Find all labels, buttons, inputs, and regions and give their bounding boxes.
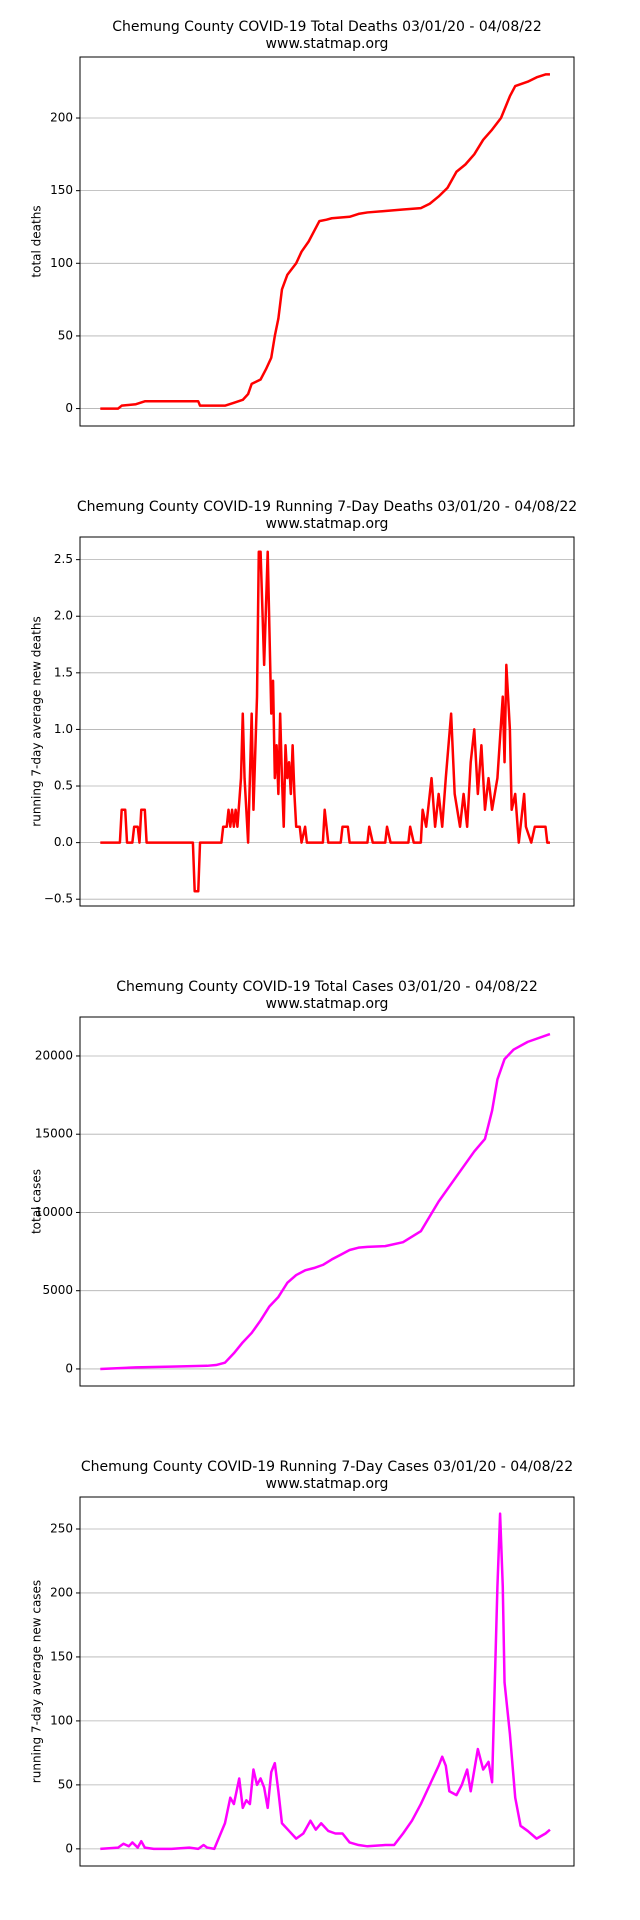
y-tick-label: 200 [50, 1585, 73, 1599]
y-tick-label: 0 [65, 1841, 73, 1855]
y-tick-label: 0.5 [54, 779, 73, 793]
y-tick-label: 50 [58, 1777, 73, 1791]
chart-panel: Chemung County COVID-19 Total Cases 03/0… [30, 979, 575, 1387]
chart-title: Chemung County COVID-19 Total Deaths 03/… [112, 19, 542, 35]
data-line [100, 73, 550, 410]
y-tick-label: 150 [50, 1649, 73, 1663]
y-tick-label: 150 [50, 183, 73, 197]
chart-subtitle: www.statmap.org [266, 1476, 389, 1492]
chart-title: Chemung County COVID-19 Total Cases 03/0… [116, 979, 538, 995]
y-axis-label: total deaths [30, 205, 44, 277]
y-tick-label: 100 [50, 256, 73, 270]
y-tick-label: 10000 [35, 1205, 73, 1219]
chart-panel: Chemung County COVID-19 Running 7-Day Ca… [30, 1459, 575, 1867]
y-tick-label: 0 [65, 1361, 73, 1375]
chart-panel: Chemung County COVID-19 Total Deaths 03/… [30, 19, 575, 427]
y-tick-label: 1.5 [54, 665, 73, 679]
y-tick-label: 250 [50, 1521, 73, 1535]
y-axis-label: running 7-day average new deaths [30, 616, 44, 826]
y-tick-label: 100 [50, 1713, 73, 1727]
y-tick-label: 1.0 [54, 722, 73, 736]
chart-subtitle: www.statmap.org [266, 36, 389, 52]
plot-frame [79, 536, 575, 907]
chart-subtitle: www.statmap.org [266, 516, 389, 532]
plot-frame [79, 1016, 575, 1387]
chart-panel: Chemung County COVID-19 Running 7-Day De… [30, 499, 577, 907]
y-tick-label: 5000 [42, 1283, 73, 1297]
data-line [100, 1512, 551, 1851]
y-tick-label: 20000 [35, 1048, 73, 1062]
y-tick-label: 15000 [35, 1127, 73, 1141]
y-axis-label: total cases [30, 1169, 44, 1234]
y-tick-label: 50 [58, 328, 73, 342]
chart-title: Chemung County COVID-19 Running 7-Day De… [77, 499, 577, 515]
data-line [100, 550, 550, 893]
y-tick-label: 2.5 [54, 552, 73, 566]
chart-subtitle: www.statmap.org [266, 996, 389, 1012]
data-line [100, 1032, 551, 1371]
chart-title: Chemung County COVID-19 Running 7-Day Ca… [81, 1459, 573, 1475]
y-tick-label: 0 [65, 401, 73, 415]
plot-frame [79, 56, 575, 427]
plot-frame [79, 1496, 575, 1867]
y-axis-label: running 7-day average new cases [30, 1580, 44, 1783]
y-tick-label: 200 [50, 111, 73, 125]
y-tick-label: −0.5 [44, 892, 73, 906]
y-tick-label: 0.0 [54, 835, 73, 849]
y-tick-label: 2.0 [54, 609, 73, 623]
